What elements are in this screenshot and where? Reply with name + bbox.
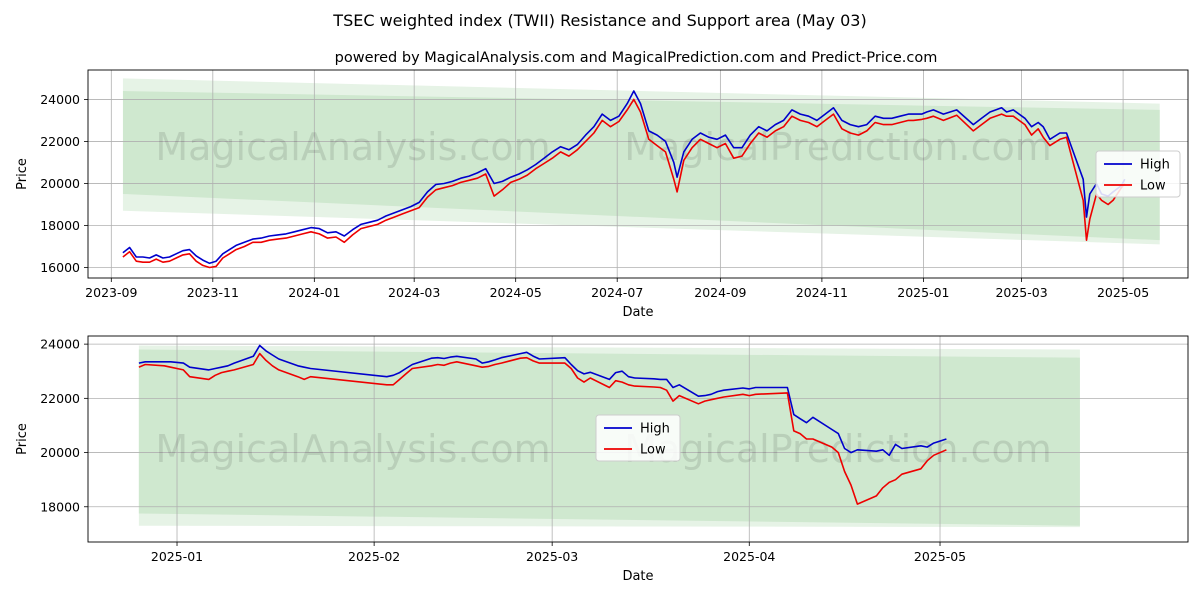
low-series-line xyxy=(122,98,1126,269)
x-axis-label: Date xyxy=(622,305,653,320)
y-tick-label: 24000 xyxy=(40,337,80,352)
watermark-text: MagicalAnalysis.com xyxy=(155,125,550,169)
band-inner-area xyxy=(122,91,1160,241)
low-series-line xyxy=(138,352,947,505)
x-tick-label: 2024-11 xyxy=(796,285,848,300)
x-tick-label: 2024-01 xyxy=(288,285,340,300)
x-tick-label: 2025-05 xyxy=(1097,285,1149,300)
axes-frame xyxy=(87,335,1189,543)
x-tick-label: 2024-05 xyxy=(490,285,542,300)
y-tick-label: 18000 xyxy=(40,499,80,514)
chart-subtitle: powered by MagicalAnalysis.com and Magic… xyxy=(335,50,938,66)
y-tick-label: 24000 xyxy=(40,92,80,107)
chart-panel-2: 2025-01 2025-02 2025-03 2025-04 2025-05 18000… xyxy=(15,335,1189,584)
x-tick-label: 2025-05 xyxy=(914,549,966,564)
x-tick-label: 2023-09 xyxy=(85,285,137,300)
chart-panels: 2023-09 2023-11 2024-01 2024-03 2024-05 2024-… xyxy=(15,69,1189,584)
y-tick-label: 18000 xyxy=(40,218,80,233)
chart-panel-1: 2023-09 2023-11 2024-01 2024-03 2024-05 2024-… xyxy=(15,69,1189,320)
high-series-line xyxy=(138,344,947,457)
x-tick-label: 2025-04 xyxy=(723,549,775,564)
legend-label: Low xyxy=(640,443,666,458)
y-tick-label: 22000 xyxy=(40,134,80,149)
x-axis-label: Date xyxy=(622,569,653,584)
y-tick-label: 16000 xyxy=(40,260,80,275)
x-tick-label: 2025-01 xyxy=(897,285,949,300)
y-tick-label: 20000 xyxy=(40,176,80,191)
x-tick-label: 2025-01 xyxy=(151,549,203,564)
high-series-line xyxy=(122,90,1126,265)
x-tick-label: 2023-11 xyxy=(187,285,239,300)
y-axis-label: Price xyxy=(15,158,30,190)
y-tick-label: 20000 xyxy=(40,445,80,460)
y-axis-label: Price xyxy=(15,423,30,455)
x-tick-label: 2025-02 xyxy=(348,549,400,564)
x-tick-label: 2024-09 xyxy=(694,285,746,300)
x-tick-label: 2024-07 xyxy=(591,285,643,300)
x-tick-label: 2025-03 xyxy=(526,549,578,564)
legend-label: High xyxy=(640,422,670,437)
watermark-text: MagicalPrediction.com xyxy=(624,125,1052,169)
legend-label: High xyxy=(1140,158,1170,173)
x-tick-label: 2025-03 xyxy=(995,285,1047,300)
chart-title: TSEC weighted index (TWII) Resistance an… xyxy=(332,11,866,30)
watermark-text: MagicalAnalysis.com xyxy=(155,427,550,471)
legend: High Low xyxy=(1095,150,1181,198)
legend-label: Low xyxy=(1140,179,1166,194)
axes-frame xyxy=(87,69,1189,279)
x-tick-label: 2024-03 xyxy=(388,285,440,300)
y-tick-label: 22000 xyxy=(40,391,80,406)
legend: High Low xyxy=(595,414,681,462)
